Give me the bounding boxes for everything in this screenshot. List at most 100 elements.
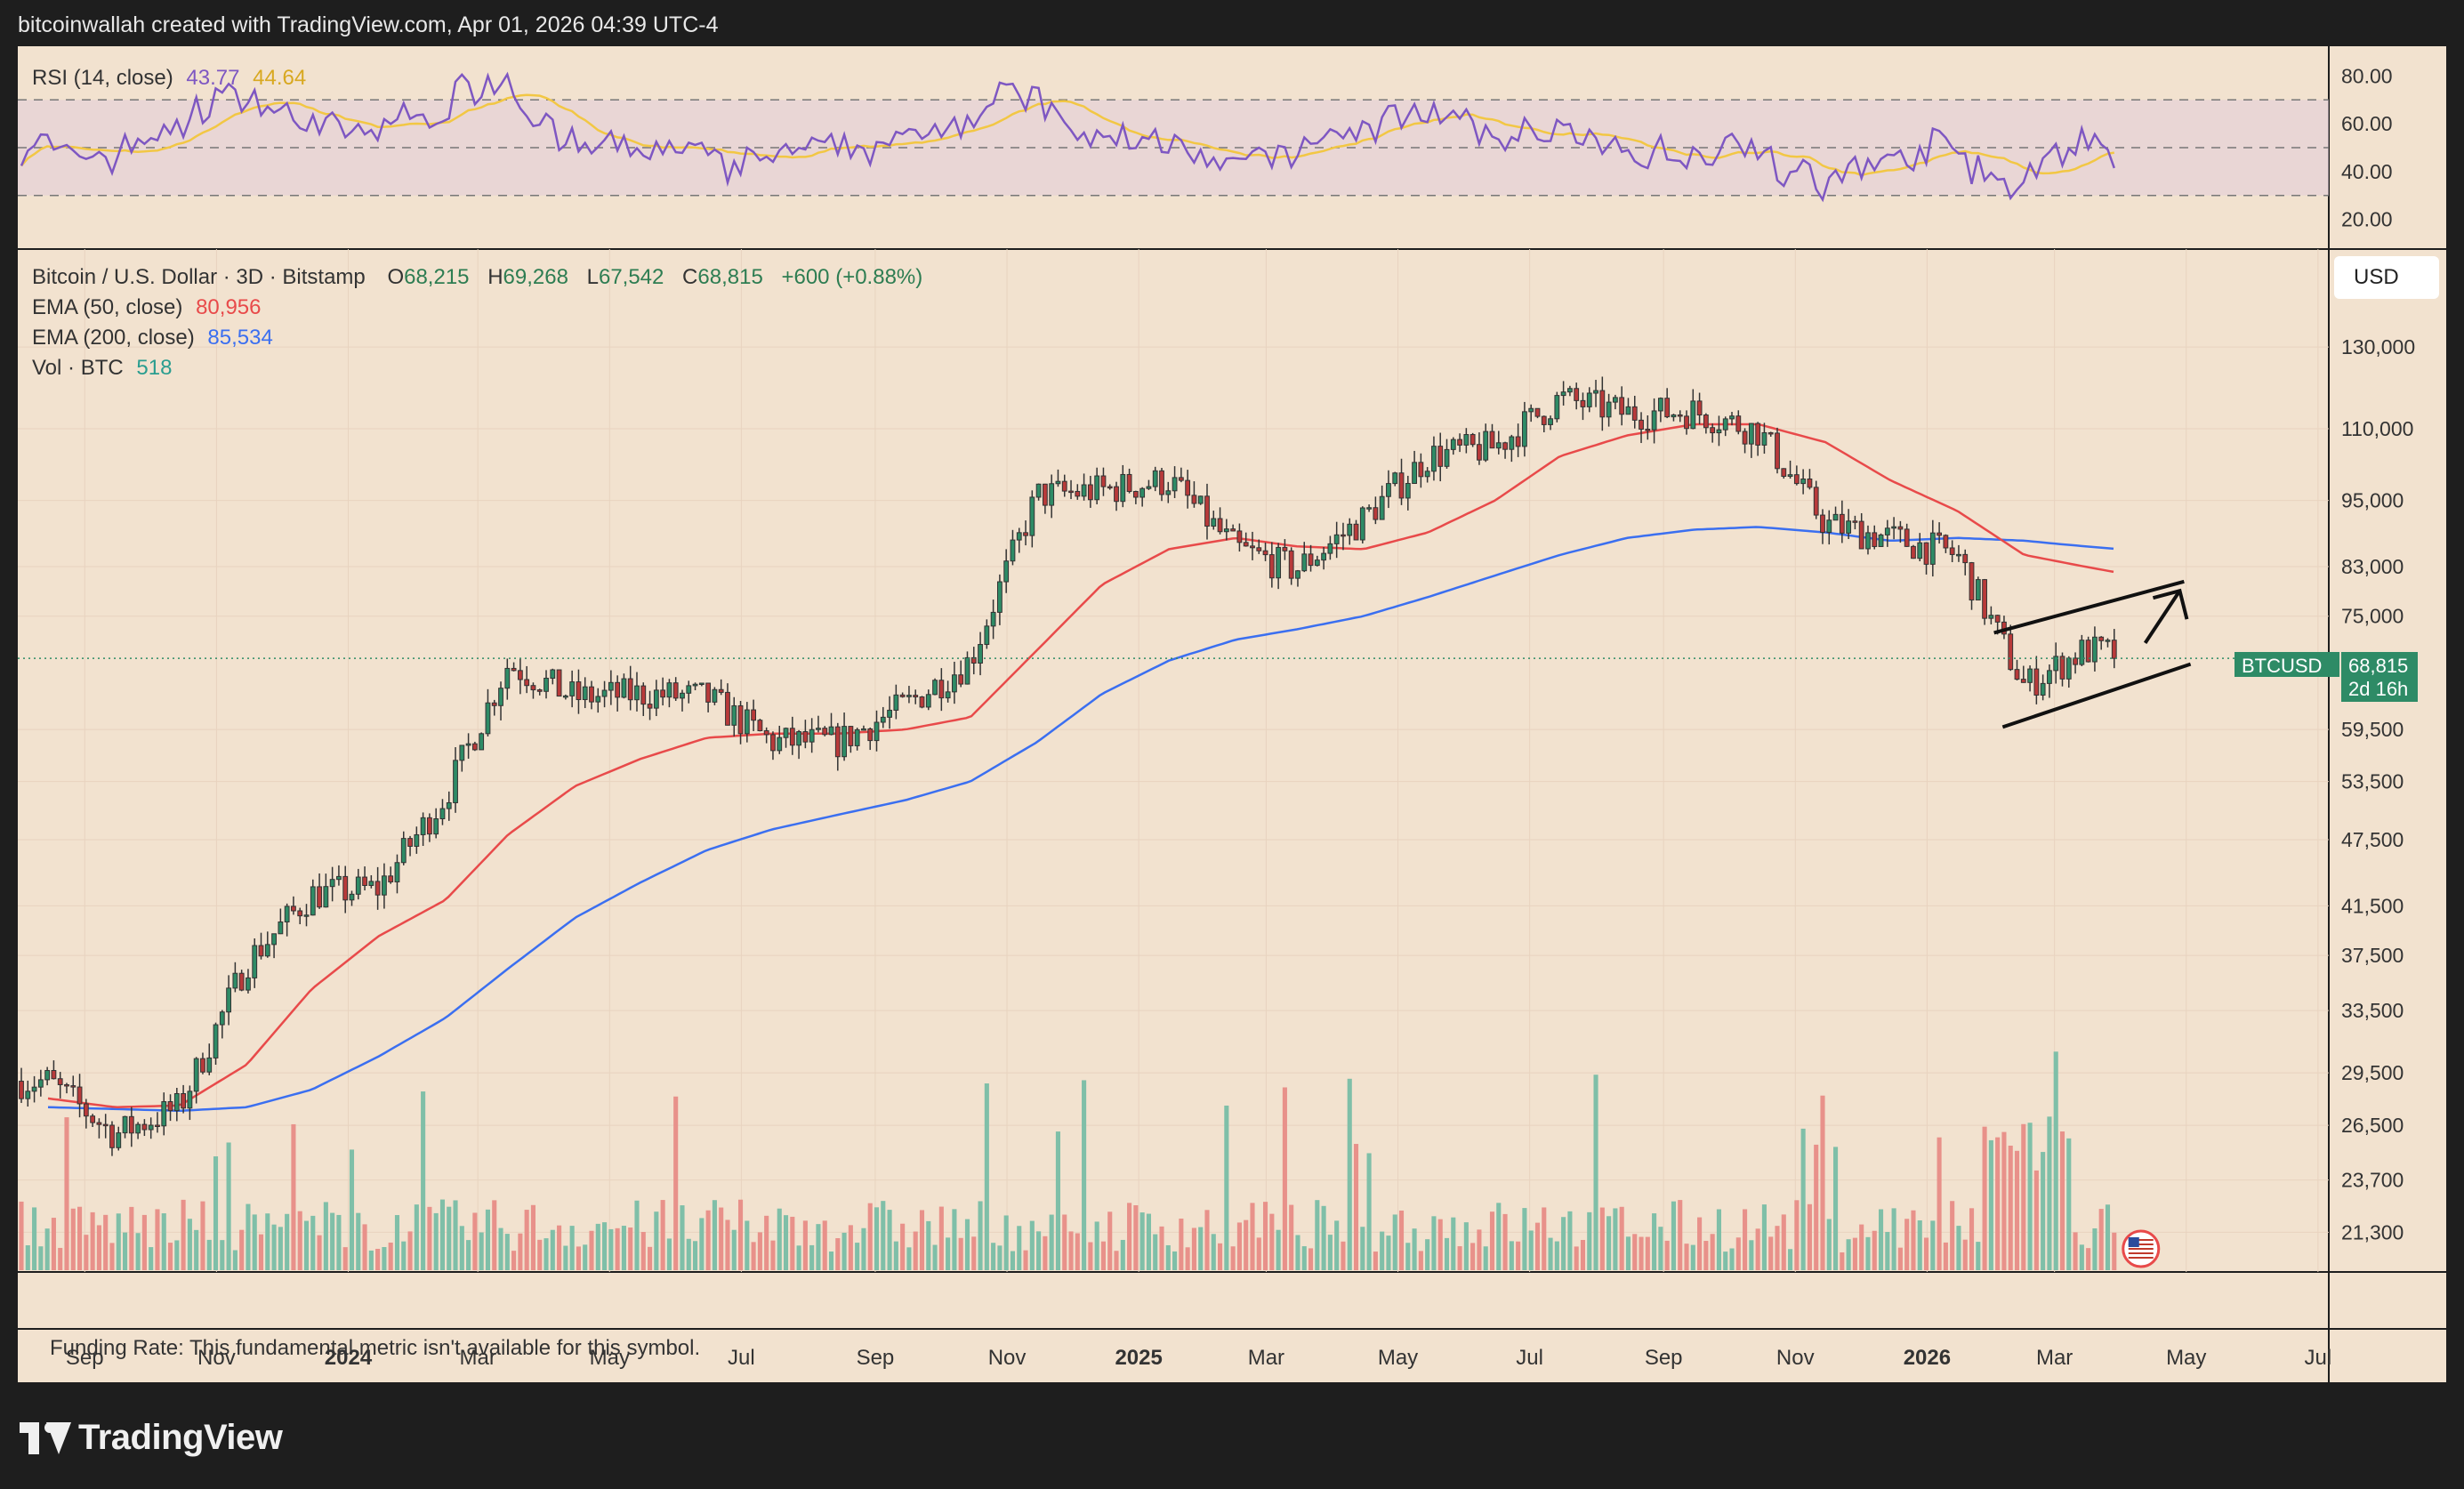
- candle-body: [64, 1083, 69, 1087]
- volume-bar: [1437, 1219, 1443, 1270]
- volume-bar: [1567, 1211, 1573, 1270]
- volume-bar: [1619, 1206, 1624, 1270]
- candle-body: [1178, 477, 1184, 481]
- chart-svg[interactable]: Sep Nov 2024 Mar May Jul Sep Nov 2025 Mar May Jul Se…: [18, 46, 2446, 1382]
- volume-bar: [576, 1246, 581, 1270]
- candle-body: [770, 734, 776, 752]
- chart-area[interactable]: Sep Nov 2024 Mar May Jul Sep Nov 2025 Mar May Jul Se…: [18, 46, 2446, 1382]
- candle-body: [96, 1122, 102, 1125]
- candle-body: [1236, 530, 1243, 543]
- ema50-legend: EMA (50, close) 80,956: [32, 295, 261, 320]
- volume-bar: [2112, 1232, 2117, 1270]
- candle-body: [1586, 392, 1592, 407]
- rsi-axis-label: 80.00: [2341, 64, 2393, 87]
- volume-bar: [1107, 1211, 1113, 1270]
- volume-bar: [1639, 1236, 1644, 1270]
- volume-bar: [1580, 1240, 1586, 1270]
- candle-body: [854, 728, 860, 746]
- candle-body: [1884, 527, 1890, 535]
- candle-body: [1904, 528, 1910, 547]
- volume-bar: [109, 1243, 115, 1270]
- volume-bar: [1451, 1217, 1456, 1270]
- candle-body: [1793, 474, 1800, 485]
- candle-body: [1424, 471, 1430, 478]
- candle-body: [479, 733, 485, 751]
- volume-bar: [1386, 1235, 1391, 1270]
- candle-body: [498, 688, 503, 706]
- volume-bar: [103, 1214, 109, 1270]
- candle-body: [621, 678, 627, 698]
- volume-bar: [1743, 1209, 1748, 1270]
- candle-body: [336, 875, 342, 881]
- volume-bar: [737, 1199, 744, 1270]
- candle-body: [712, 688, 718, 703]
- candle-body: [1379, 495, 1385, 520]
- volume-bar: [1418, 1251, 1423, 1270]
- volume-bar: [1995, 1137, 2001, 1270]
- candle-body: [37, 1079, 44, 1088]
- volume-bar: [1599, 1207, 1605, 1270]
- volume-bar: [828, 1252, 834, 1270]
- volume-bar: [1263, 1202, 1268, 1270]
- candle-body: [1495, 442, 1502, 449]
- open-value: 68,215: [404, 265, 470, 289]
- volume-bar: [550, 1229, 555, 1270]
- volume-bar: [90, 1211, 95, 1270]
- candle-body: [874, 721, 880, 742]
- volume-bar: [1127, 1203, 1132, 1270]
- candle-body: [576, 681, 582, 701]
- volume-bar: [116, 1213, 121, 1270]
- rsi-axis-label: 40.00: [2341, 160, 2393, 183]
- volume-bar: [285, 1213, 290, 1270]
- candle-body: [219, 1011, 225, 1026]
- currency-button[interactable]: USD: [2334, 256, 2439, 299]
- volume-bar: [1917, 1220, 1922, 1270]
- volume-bar: [1820, 1095, 1825, 1270]
- candle-body: [246, 977, 251, 991]
- volume-bar: [1282, 1087, 1287, 1270]
- rsi-ma-line: [20, 93, 2115, 177]
- candle-body: [1450, 439, 1456, 450]
- volume-bar: [2105, 1204, 2111, 1270]
- candle-body: [1937, 532, 1943, 536]
- candle-body: [867, 728, 874, 742]
- volume-bar: [1878, 1209, 1884, 1270]
- volume-bar: [1943, 1242, 1948, 1270]
- candle-body: [1832, 513, 1839, 521]
- volume-bar: [220, 1240, 225, 1270]
- volume-bar: [265, 1213, 270, 1270]
- volume-bar: [666, 1238, 672, 1270]
- candle-body: [841, 726, 847, 758]
- candle-body: [102, 1123, 109, 1127]
- volume-bar: [2008, 1145, 2013, 1270]
- volume-bar: [453, 1200, 458, 1270]
- candle-body: [1314, 559, 1320, 567]
- volume-bar: [1055, 1131, 1061, 1270]
- footer: TradingView: [0, 1382, 2464, 1489]
- volume-bar: [1139, 1212, 1145, 1270]
- volume-bar: [1431, 1216, 1437, 1270]
- volume-bar: [2033, 1170, 2039, 1270]
- candle-body: [1010, 539, 1016, 562]
- volume-bar: [149, 1247, 154, 1270]
- volume-bar: [1788, 1249, 1793, 1270]
- candle-body: [232, 972, 238, 989]
- volume-bar: [1911, 1210, 1916, 1270]
- tradingview-logo[interactable]: TradingView: [20, 1418, 283, 1458]
- candle-body: [880, 716, 886, 723]
- volume-bar: [155, 1209, 160, 1270]
- candle-body: [1250, 545, 1255, 549]
- volume-bar: [1496, 1203, 1502, 1270]
- volume-bar: [1334, 1220, 1340, 1270]
- candle-body: [400, 838, 407, 864]
- candle-body: [2073, 657, 2078, 665]
- volume-bar: [382, 1246, 387, 1270]
- time-axis-label: 2025: [1115, 1346, 1162, 1370]
- candle-body: [51, 1069, 57, 1080]
- volume-bar: [1256, 1237, 1261, 1270]
- volume-bar: [1425, 1239, 1430, 1270]
- candle-body: [1612, 397, 1618, 403]
- candle-body: [141, 1123, 148, 1131]
- candle-body: [2065, 657, 2072, 680]
- volume-bar: [1735, 1237, 1741, 1270]
